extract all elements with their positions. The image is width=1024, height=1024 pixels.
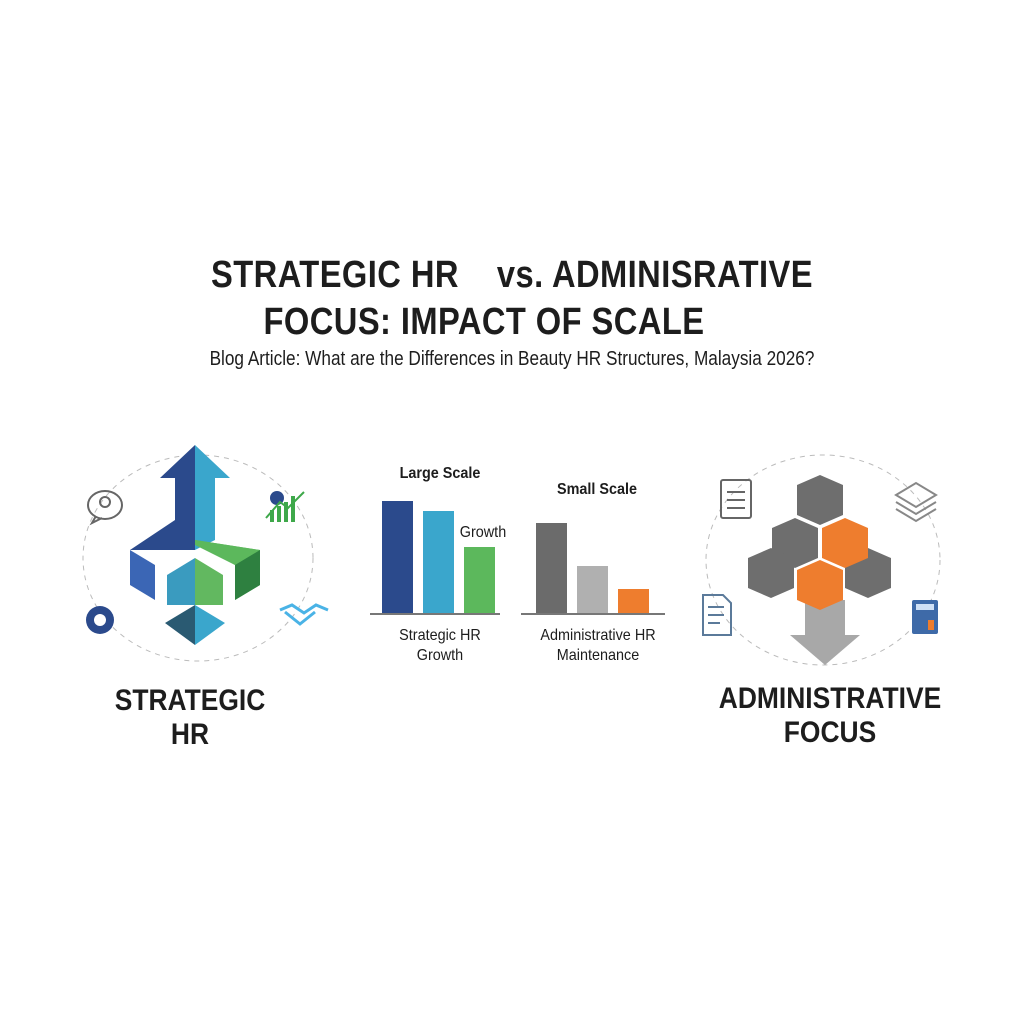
- label-line-2: HR: [170, 718, 210, 751]
- bar-2: [423, 511, 454, 613]
- xlabel-line-1: Strategic HR: [399, 627, 481, 644]
- calculator-icon: [912, 600, 938, 634]
- chart-annotation-growth: Growth: [459, 524, 507, 541]
- x-axis-large: [370, 613, 500, 615]
- xlabel-small: Administrative HR Maintenance: [526, 626, 670, 666]
- x-axis-small: [521, 613, 665, 615]
- downward-arrow-cubes-icon: [748, 475, 891, 665]
- paper-stack-icon: [894, 481, 938, 523]
- lightbulb-speech-icon: [87, 490, 123, 526]
- chart-title-large-scale: Large Scale: [399, 465, 481, 482]
- title-line-2: FOCUS: IMPACT OF SCALE: [263, 301, 705, 343]
- bar-2: [577, 565, 608, 613]
- chart-title-small-scale: Small Scale: [556, 481, 638, 498]
- bar-1: [536, 523, 567, 613]
- handshake-icon: [279, 603, 329, 626]
- dashed-circle: [705, 454, 941, 666]
- small-scale-bar-chart: [536, 501, 651, 613]
- strategic-hr-illustration: [82, 445, 329, 662]
- xlabel-line-1: Administrative HR: [540, 627, 656, 644]
- upward-arrow-blocks-icon: [130, 445, 260, 645]
- label-line-2: FOCUS: [783, 716, 877, 749]
- bar-3: [464, 546, 495, 613]
- administrative-focus-label: ADMINISTRATIVE FOCUS: [716, 682, 945, 750]
- xlabel-line-2: Growth: [416, 647, 464, 664]
- title-line-1: STRATEGIC HR vs. ADMINISRATIVE: [211, 254, 813, 296]
- bar-1: [382, 501, 413, 613]
- document-icon: [702, 594, 732, 636]
- xlabel-line-2: Maintenance: [556, 647, 640, 664]
- clipboard-checklist-icon: [720, 479, 752, 519]
- gear-growth-chart-icon: [265, 491, 305, 522]
- strategic-hr-label: STRATEGIC HR: [84, 684, 295, 752]
- bar-3: [618, 589, 649, 613]
- gear-icon: [86, 606, 114, 634]
- administrative-focus-illustration: [702, 454, 941, 666]
- label-line-1: STRATEGIC: [114, 684, 266, 717]
- subtitle: Blog Article: What are the Differences i…: [209, 348, 815, 370]
- xlabel-large: Strategic HR Growth: [377, 626, 503, 666]
- large-scale-bar-chart: [382, 501, 497, 613]
- label-line-1: ADMINISTRATIVE: [718, 682, 942, 715]
